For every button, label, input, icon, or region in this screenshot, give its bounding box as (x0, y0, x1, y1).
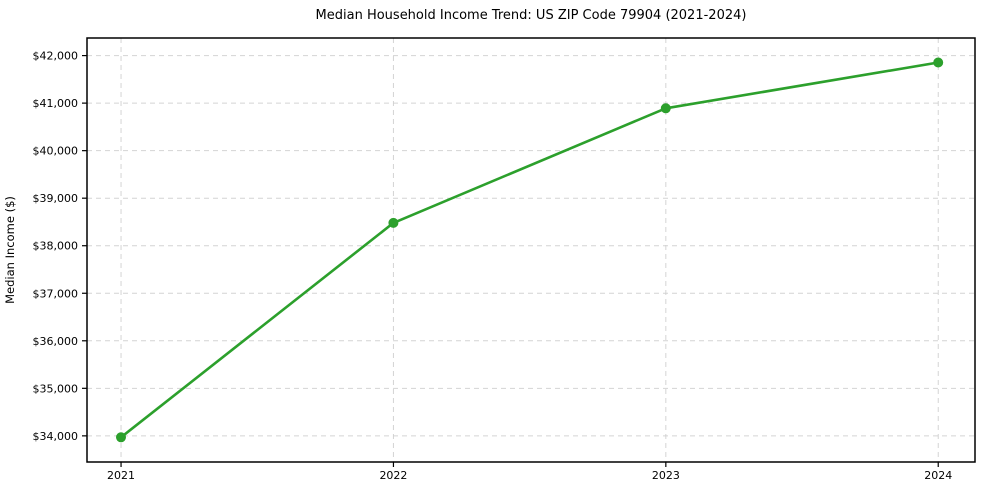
x-tick-label: 2023 (652, 469, 680, 482)
y-tick-label: $34,000 (33, 430, 79, 443)
data-point-marker (388, 217, 399, 228)
y-tick-label: $38,000 (33, 240, 79, 253)
y-tick-label: $37,000 (33, 287, 79, 300)
y-tick-label: $42,000 (33, 50, 79, 63)
trend-line (119, 61, 940, 439)
y-tick-label: $40,000 (33, 145, 79, 158)
x-tick-label: 2022 (379, 469, 407, 482)
data-point-marker (660, 103, 671, 114)
y-tick-label: $41,000 (33, 97, 79, 110)
x-tick-label: 2021 (107, 469, 135, 482)
data-point-marker (933, 57, 944, 68)
y-tick-label: $35,000 (33, 382, 79, 395)
plot-frame (86, 37, 976, 463)
chart-title: Median Household Income Trend: US ZIP Co… (315, 8, 747, 23)
x-tick-label: 2024 (924, 469, 952, 482)
y-axis-label: Median Income ($) (3, 196, 17, 304)
y-tick-label: $36,000 (33, 335, 79, 348)
data-point-marker (116, 432, 126, 443)
y-tick-label: $39,000 (33, 192, 79, 205)
